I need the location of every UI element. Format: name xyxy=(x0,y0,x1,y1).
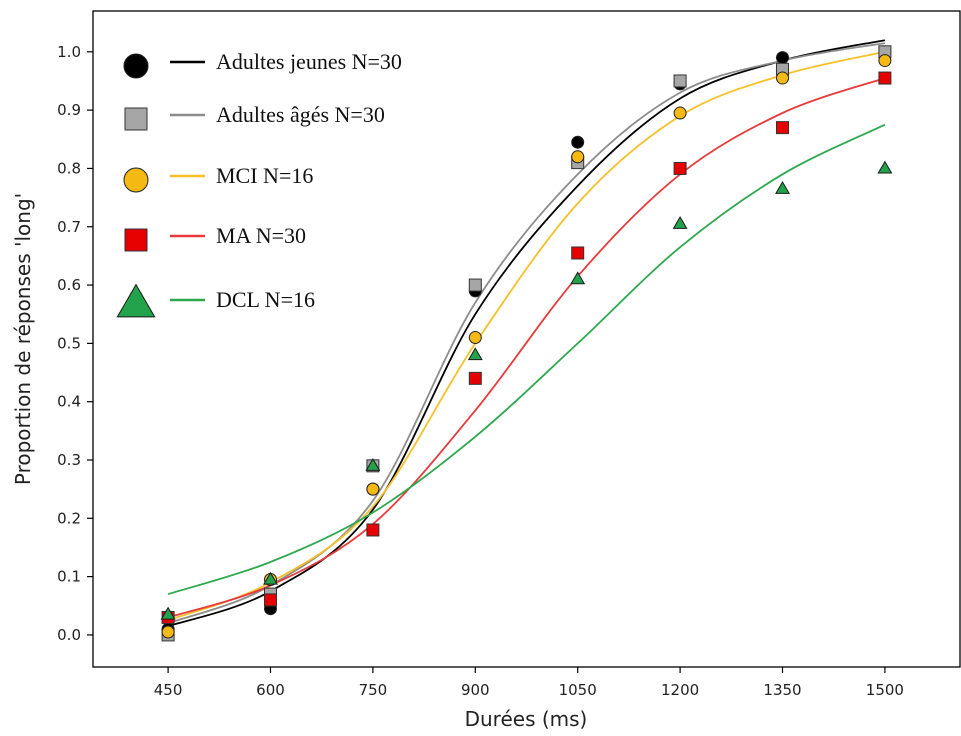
y-tick-label: 0.5 xyxy=(57,334,81,352)
data-point xyxy=(570,271,586,285)
y-tick-label: 0.9 xyxy=(57,101,81,119)
x-tick-label: 900 xyxy=(461,681,490,699)
data-point xyxy=(878,54,892,68)
y-tick-label: 0.6 xyxy=(57,276,81,294)
legend-label: Adultes jeunes N=30 xyxy=(216,49,402,74)
fit-curves xyxy=(167,39,886,628)
x-tick-label: 1500 xyxy=(866,681,904,699)
legend-label: MCI N=16 xyxy=(216,163,313,188)
x-tick-label: 600 xyxy=(256,681,285,699)
legend-marker xyxy=(123,167,149,193)
legend-label: MA N=30 xyxy=(216,223,306,248)
data-point xyxy=(776,121,790,135)
data-point xyxy=(673,74,687,88)
legend: Adultes jeunes N=30 Adultes âgés N=30 MCI … xyxy=(116,49,402,318)
fit-curve xyxy=(167,42,886,625)
data-point xyxy=(776,71,790,85)
fit-curve xyxy=(167,77,886,619)
y-tick-label: 0.4 xyxy=(57,393,81,411)
fit-curve xyxy=(167,123,886,595)
data-point xyxy=(673,106,687,120)
y-axis-label: Proportion de réponses 'long' xyxy=(11,193,35,485)
legend-label: Adultes âgés N=30 xyxy=(216,102,385,127)
data-point xyxy=(672,215,688,229)
data-point xyxy=(776,51,790,65)
data-point xyxy=(468,331,482,345)
data-point xyxy=(571,150,585,164)
data-point xyxy=(775,181,790,194)
x-tick-label: 1200 xyxy=(661,681,699,699)
y-tick-label: 0.7 xyxy=(57,218,81,236)
data-point xyxy=(263,571,278,585)
x-tick-label: 1050 xyxy=(559,681,597,699)
data-point xyxy=(878,71,892,85)
fit-curve xyxy=(167,50,886,622)
legend-label: DCL N=16 xyxy=(216,287,315,312)
x-axis-ticks: 450 600 750 900 1050 1200 1350 1500 xyxy=(154,667,904,699)
x-axis-label: Durées (ms) xyxy=(465,707,588,731)
data-point xyxy=(673,161,687,175)
data-point xyxy=(571,135,585,149)
data-point xyxy=(366,523,380,537)
y-tick-label: 1.0 xyxy=(57,43,81,61)
data-point xyxy=(468,371,482,385)
data-point xyxy=(160,606,176,620)
legend-marker xyxy=(124,228,148,252)
data-points xyxy=(160,45,893,642)
data-point xyxy=(468,278,482,292)
y-tick-label: 0.8 xyxy=(57,159,81,177)
legend-marker xyxy=(123,53,149,79)
y-tick-label: 0.2 xyxy=(57,509,81,527)
y-tick-label: 0.1 xyxy=(57,568,81,586)
data-point xyxy=(365,457,381,471)
data-point xyxy=(571,246,585,260)
x-tick-label: 1350 xyxy=(763,681,801,699)
data-point xyxy=(467,347,483,361)
x-tick-label: 450 xyxy=(154,681,183,699)
legend-marker xyxy=(124,107,148,131)
x-tick-label: 750 xyxy=(359,681,388,699)
plot-frame xyxy=(92,10,961,668)
fit-curve xyxy=(167,39,886,628)
y-tick-label: 0.0 xyxy=(57,626,81,644)
data-point xyxy=(263,593,277,607)
legend-marker xyxy=(116,283,156,318)
y-axis-ticks: 0.0 0.1 0.2 0.3 0.4 0.5 0.6 0.7 0.8 0.9 1.0 xyxy=(57,43,93,644)
data-point xyxy=(161,625,175,639)
data-point xyxy=(366,482,380,496)
y-tick-label: 0.3 xyxy=(57,451,81,469)
data-point xyxy=(877,160,893,174)
